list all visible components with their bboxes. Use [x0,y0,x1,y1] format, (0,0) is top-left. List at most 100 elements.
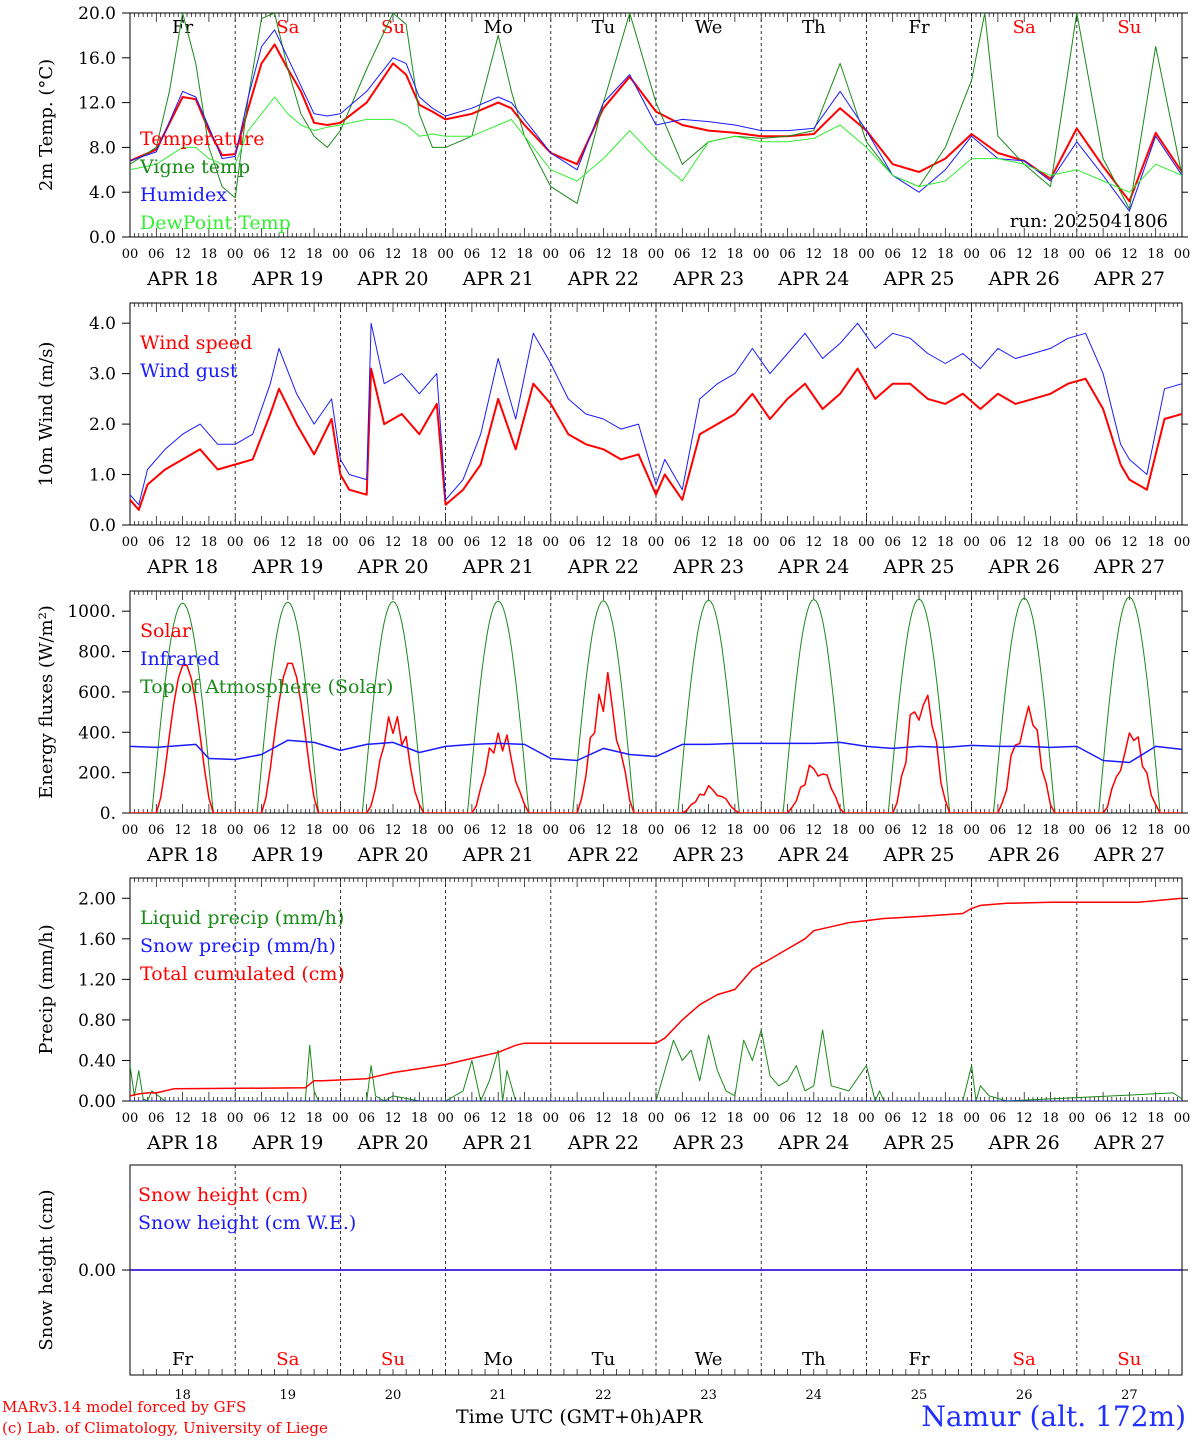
y-axis-label: Snow height (cm) [36,1189,57,1350]
hour-tick-label: 00 [1069,823,1086,838]
y-tick-label: 0.40 [78,1051,116,1071]
hour-tick-label: 12 [490,1111,507,1126]
hour-tick-label: 18 [411,823,428,838]
day-label: APR 25 [882,556,954,578]
series-vigne-temp [130,13,1182,210]
day-label: APR 19 [251,844,323,866]
hour-tick-label: 06 [1095,1111,1112,1126]
hour-tick-label: 18 [1042,823,1059,838]
hour-tick-label: 06 [569,1111,586,1126]
hour-tick-label: 00 [543,823,560,838]
hour-tick-label: 18 [937,823,954,838]
y-tick-label: 1.20 [78,970,116,990]
y-tick-label: 1000. [67,602,116,622]
hour-tick-label: 18 [832,247,849,262]
hour-tick-label: 12 [280,535,297,550]
day-name-label: Fr [172,1349,193,1370]
series-solar [130,662,1182,813]
y-tick-label: 0. [100,804,116,824]
y-tick-label: 4.0 [89,314,116,334]
hour-tick-label: 06 [464,1111,481,1126]
hour-tick-label: 06 [464,535,481,550]
series-layer [130,596,1182,813]
legend-entry: Wind gust [140,360,238,382]
hour-tick-label: 12 [700,1111,717,1126]
legend-entry: Infrared [140,648,220,670]
series-toa-solar [130,596,1182,813]
hour-tick-label: 06 [148,1111,165,1126]
hour-tick-label: 18 [516,247,533,262]
hour-tick-label: 00 [332,823,349,838]
day-label: APR 22 [567,844,639,866]
day-name-label: Fr [908,1349,929,1370]
day-name-label: Sa [276,17,299,38]
day-label: APR 24 [777,844,849,866]
hour-tick-label: 12 [911,823,928,838]
day-label: APR 26 [988,844,1060,866]
day-name-label: Tu [592,1349,616,1370]
hour-tick-label: 12 [174,247,191,262]
day-name-label: Mo [484,17,513,38]
day-name-label: Mo [484,1349,513,1370]
y-tick-label: 20.0 [78,4,116,24]
hour-tick-label: 00 [963,247,980,262]
hour-tick-label: 00 [753,823,770,838]
day-label: APR 25 [882,268,954,290]
hour-tick-label: 18 [1042,535,1059,550]
hour-tick-label: 06 [990,823,1007,838]
hour-tick-label: 06 [253,535,270,550]
y-tick-label: 800. [78,643,116,663]
day-label: APR 18 [146,268,218,290]
hour-tick-label: 06 [674,535,691,550]
day-label: APR 26 [988,268,1060,290]
hour-tick-label: 06 [674,1111,691,1126]
hour-tick-label: 18 [516,535,533,550]
day-label: APR 23 [672,844,744,866]
y-tick-label: 0.0 [89,228,116,248]
hour-tick-label: 12 [490,535,507,550]
day-name-label: Fr [908,17,929,38]
day-name-label: Th [802,1349,826,1370]
hour-tick-label: 12 [174,535,191,550]
hour-tick-label: 00 [963,823,980,838]
run-label: run: 2025041806 [1010,211,1168,232]
day-label: APR 18 [146,1132,218,1154]
series-wind-gust [130,322,1182,506]
day-number-label: 25 [911,1388,928,1403]
month-label: APR [661,1406,703,1428]
hour-tick-label: 00 [1069,535,1086,550]
y-tick-label: 600. [78,683,116,703]
hour-tick-label: 00 [648,535,665,550]
hour-tick-label: 06 [253,1111,270,1126]
hour-tick-label: 12 [280,823,297,838]
hour-tick-label: 12 [595,535,612,550]
hour-tick-label: 12 [1016,535,1033,550]
hour-tick-label: 06 [358,247,375,262]
day-number-label: 20 [385,1388,402,1403]
day-label: APR 22 [567,556,639,578]
hour-tick-label: 06 [1095,247,1112,262]
hour-tick-label: 00 [332,1111,349,1126]
model-credit: MARv3.14 model forced by GFS [2,1398,247,1416]
hour-tick-label: 00 [1174,1111,1191,1126]
hour-tick-label: 18 [937,1111,954,1126]
hour-tick-label: 18 [306,535,323,550]
y-tick-label: 2.0 [89,415,116,435]
hour-tick-label: 00 [963,1111,980,1126]
y-axis-label: 10m Wind (m/s) [36,342,57,487]
y-axis-label: 2m Temp. (°C) [36,59,57,191]
hour-tick-label: 12 [911,247,928,262]
legend-entry: Liquid precip (mm/h) [140,907,344,929]
hour-tick-label: 18 [411,247,428,262]
day-label: APR 23 [672,556,744,578]
day-label: APR 23 [672,268,744,290]
hour-tick-label: 00 [858,247,875,262]
hour-tick-label: 12 [806,535,823,550]
hour-tick-label: 12 [174,1111,191,1126]
hour-tick-label: 06 [884,823,901,838]
panel-wind: 0.0 1.0 2.0 3.0 4.0 10m Wind (m/s) 00 06 12 18 APR… [36,302,1190,578]
day-name-label: Tu [592,17,616,38]
hour-tick-label: 12 [174,823,191,838]
hour-tick-label: 18 [201,1111,218,1126]
hour-tick-label: 12 [806,247,823,262]
